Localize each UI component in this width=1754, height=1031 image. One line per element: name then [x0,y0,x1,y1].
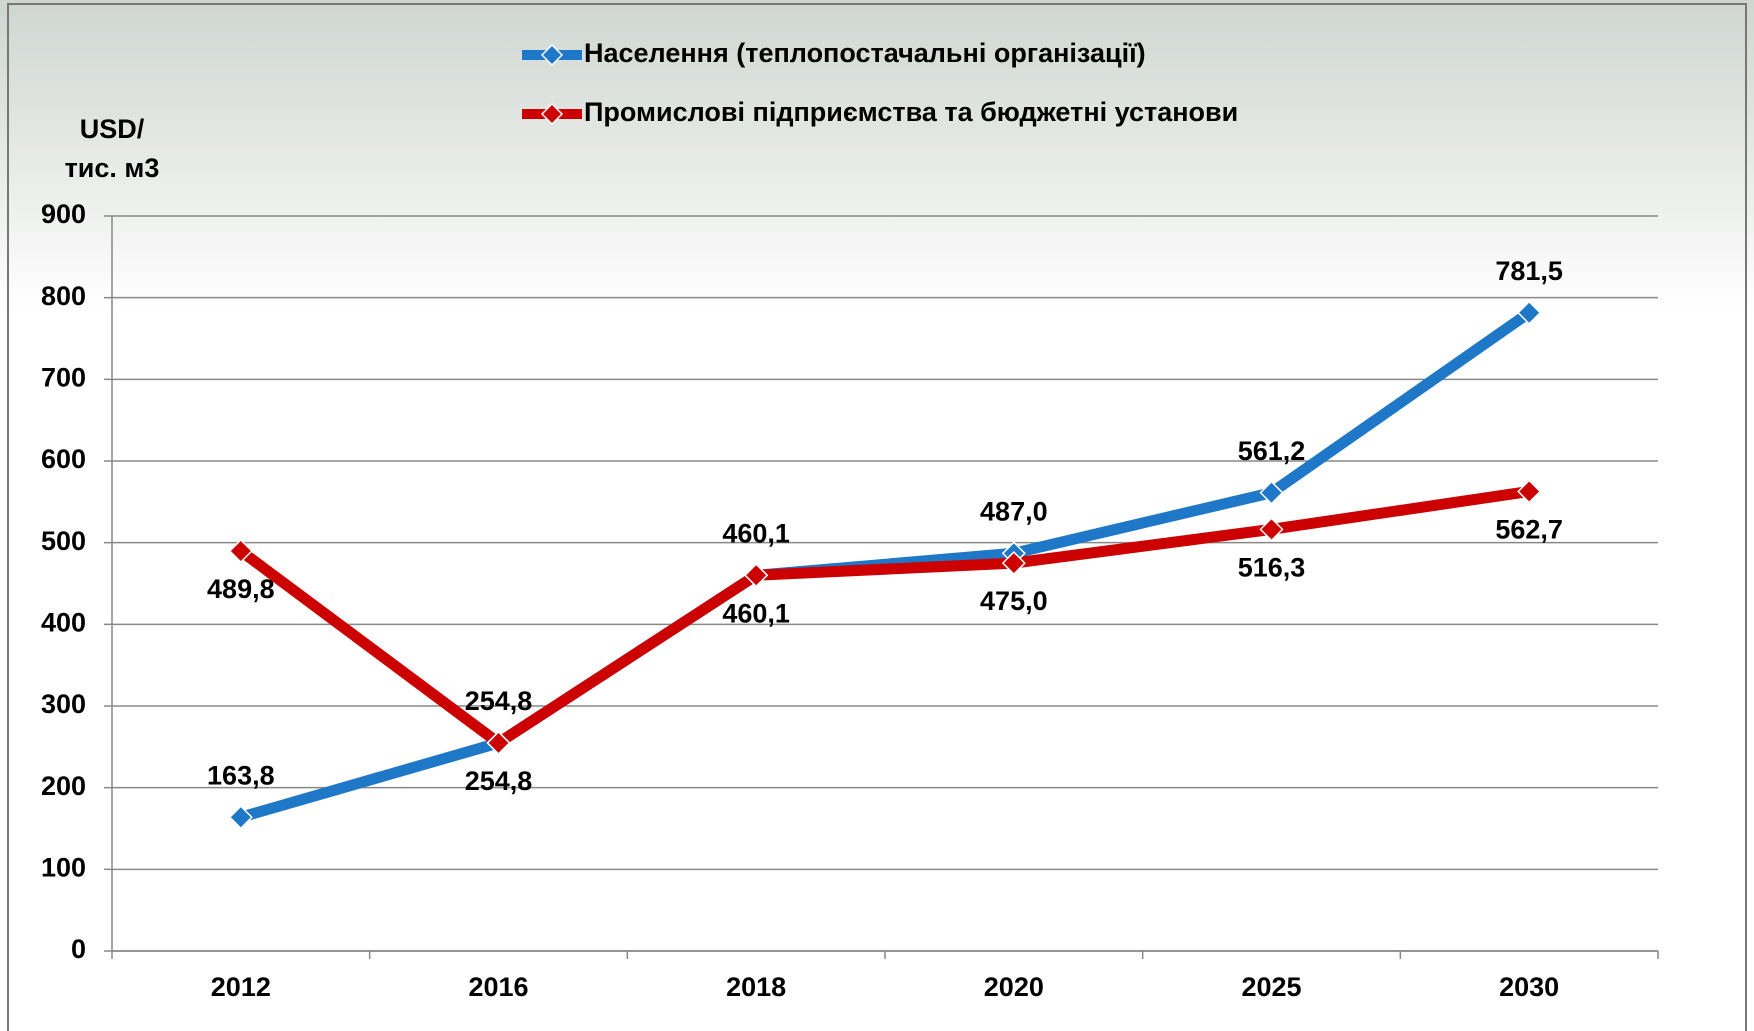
y-tick-label: 500 [41,526,86,556]
x-tick-label: 2030 [1499,972,1559,1002]
y-tick-label: 600 [41,444,86,474]
series-line [237,486,1530,749]
y-tick-label: 300 [41,689,86,719]
y-tick-label: 700 [41,362,86,392]
legend-marker [540,102,564,126]
x-tick-label: 2020 [984,972,1044,1002]
data-label: 562,7 [1495,515,1563,545]
y-tick-label: 0 [71,934,86,964]
data-label: 489,8 [207,574,275,604]
marker [744,563,769,588]
marker [228,538,253,564]
x-tick-label: 2018 [726,972,786,1002]
data-label: 163,8 [207,760,275,790]
x-tick-label: 2016 [468,972,528,1002]
data-label: 561,2 [1238,436,1306,466]
y-tick-label: 100 [41,852,86,882]
data-label: 254,8 [465,686,533,716]
legend-label: Промислові підприємства та бюджетні уста… [584,97,1238,127]
data-label: 254,8 [465,766,533,796]
x-tick-label: 2012 [211,972,271,1002]
legend-marker [540,43,564,67]
data-label: 516,3 [1238,552,1306,582]
frame [7,3,1747,1031]
marker [1001,551,1026,576]
marker [1259,517,1284,542]
data-label: 487,0 [980,496,1048,526]
y-axis-label-line: USD/ [80,114,145,144]
marker [1259,480,1284,505]
marker [486,730,511,755]
y-tick-label: 800 [41,281,86,311]
y-tick-label: 900 [41,199,86,229]
y-axis-label: USD/ тис. м3 [65,114,160,183]
data-label: 475,0 [980,586,1048,616]
marker [1517,300,1542,325]
data-label: 460,1 [722,598,790,628]
y-axis-label-line: тис. м3 [65,153,160,183]
x-tick-label: 2025 [1241,972,1301,1002]
data-label: 781,5 [1495,256,1563,286]
marker [228,805,253,830]
marker [1517,479,1542,504]
y-tick-label: 400 [41,607,86,637]
data-label: 460,1 [722,518,790,548]
legend-label: Населення (теплопостачальні організації) [584,38,1146,68]
y-tick-label: 200 [41,771,86,801]
